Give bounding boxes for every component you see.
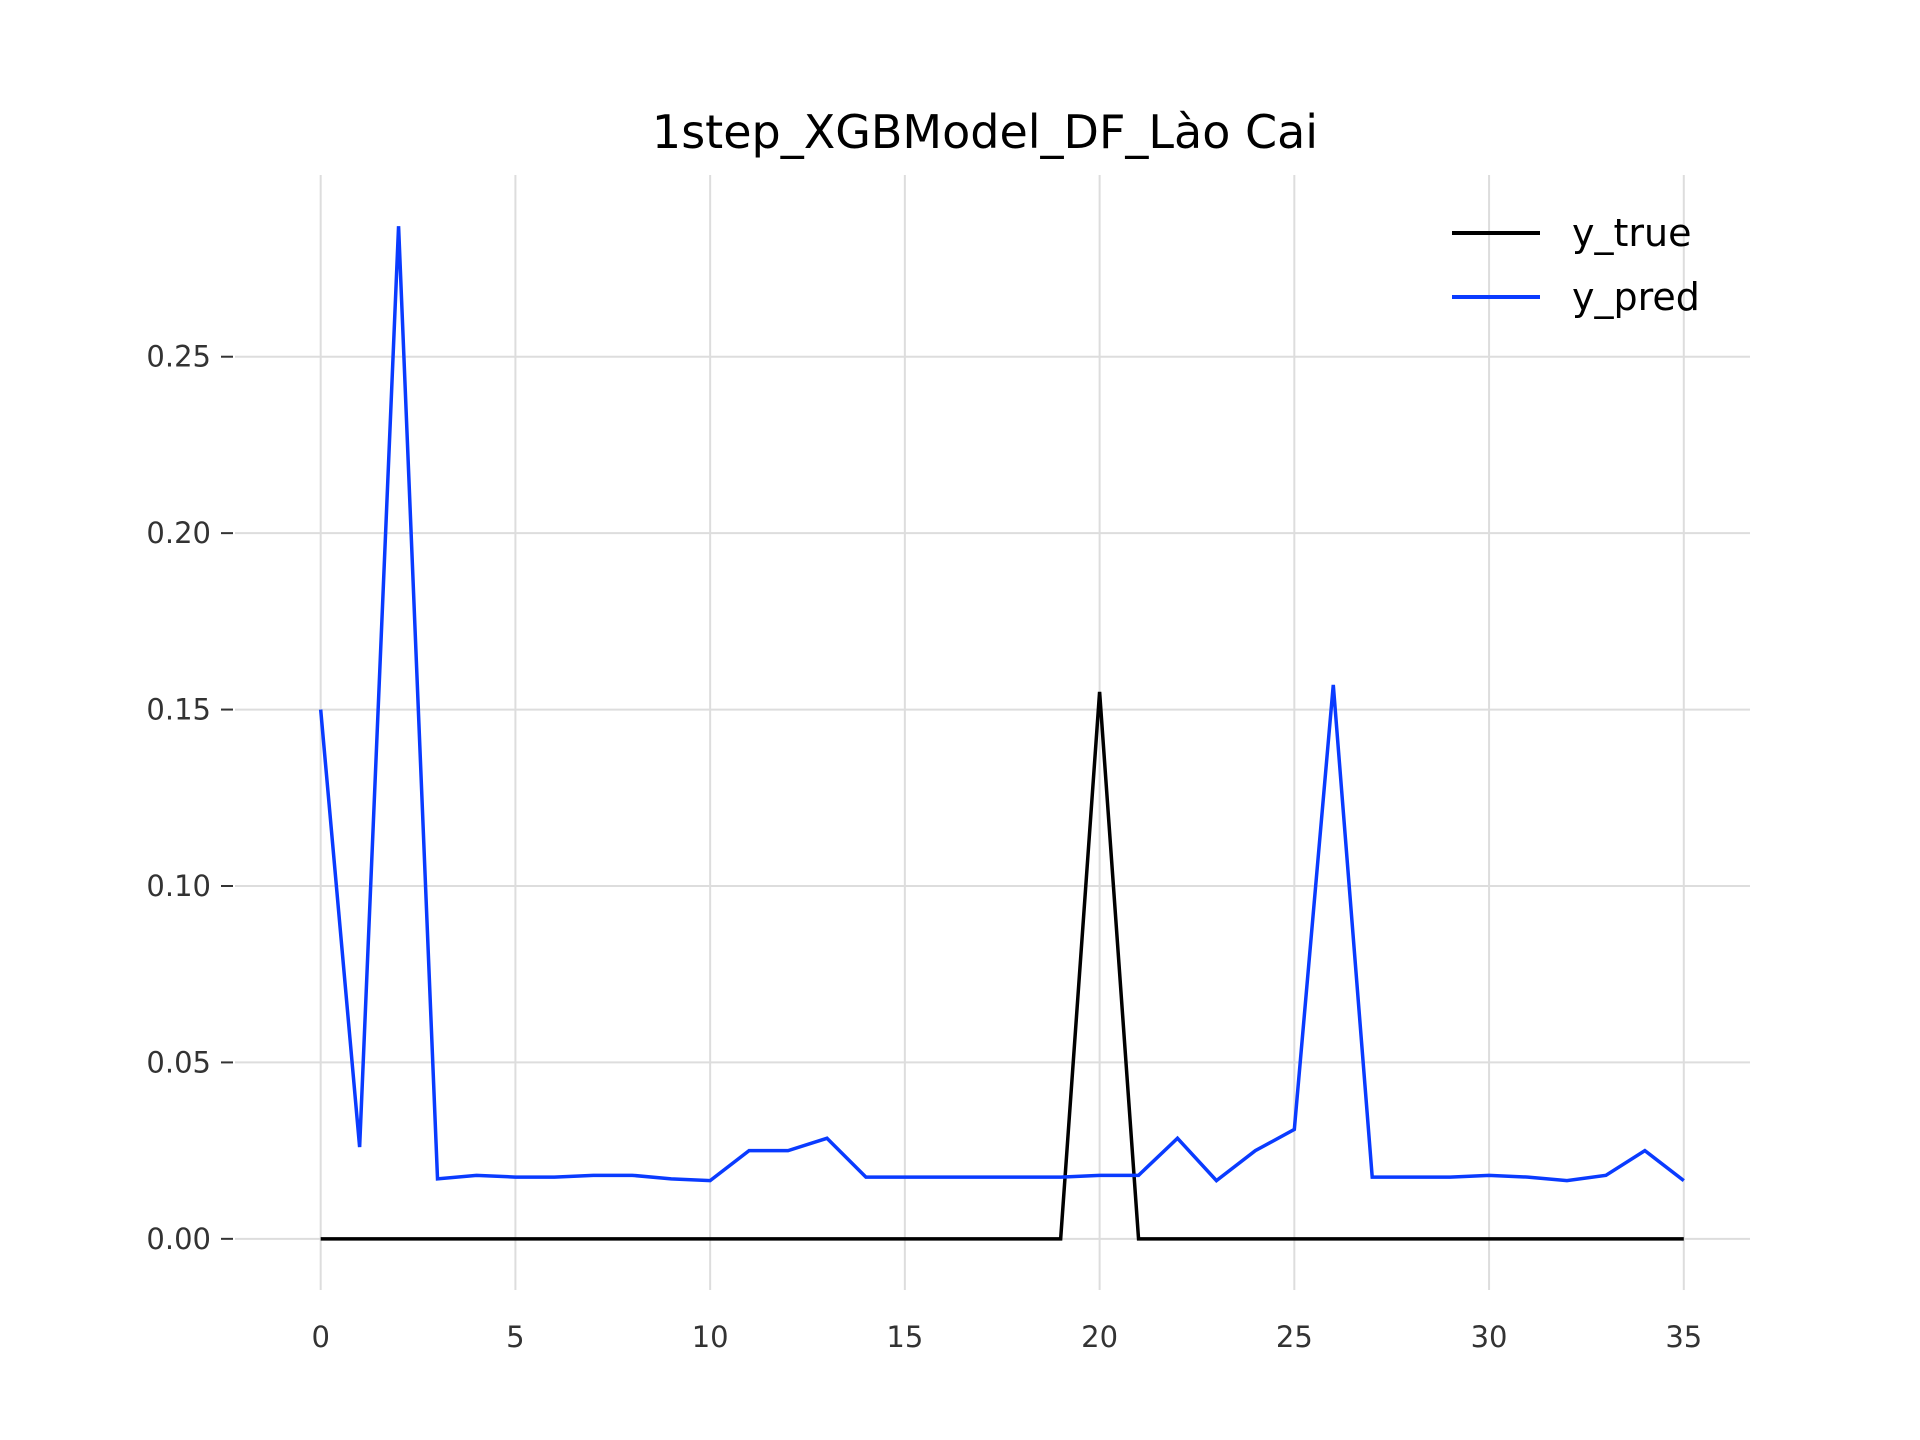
x-tick-label: 30 (1471, 1320, 1508, 1354)
x-tick-label: 5 (506, 1320, 524, 1354)
chart-title: 1step_XGBModel_DF_Lào Cai (652, 105, 1318, 159)
x-tick-label: 20 (1081, 1320, 1118, 1354)
legend-label-y-pred: y_pred (1572, 275, 1700, 319)
x-tick-label: 0 (311, 1320, 329, 1354)
y-tick-label: 0.25 (146, 340, 211, 374)
y-tick-label: 0.05 (146, 1045, 211, 1079)
series-line-y-true (320, 691, 1684, 1241)
grid (235, 175, 1750, 1290)
series-lines (318, 226, 1685, 1241)
legend-label-y-true: y_true (1572, 211, 1691, 255)
y-tick-label: 0.00 (146, 1222, 211, 1256)
x-tick-label: 25 (1276, 1320, 1313, 1354)
y-tick-label: 0.20 (146, 516, 211, 550)
y-tick-label: 0.15 (146, 693, 211, 727)
x-axis: 0 5 10 15 20 25 30 35 (311, 1320, 1702, 1354)
series-line-y-pred (318, 226, 1685, 1183)
x-tick-label: 15 (886, 1320, 923, 1354)
legend: y_true y_pred (1452, 211, 1700, 319)
x-tick-label: 35 (1665, 1320, 1702, 1354)
y-axis: 0.00 0.05 0.10 0.15 0.20 0.25 (146, 340, 233, 1256)
y-tick-label: 0.10 (146, 869, 211, 903)
x-tick-label: 10 (692, 1320, 729, 1354)
